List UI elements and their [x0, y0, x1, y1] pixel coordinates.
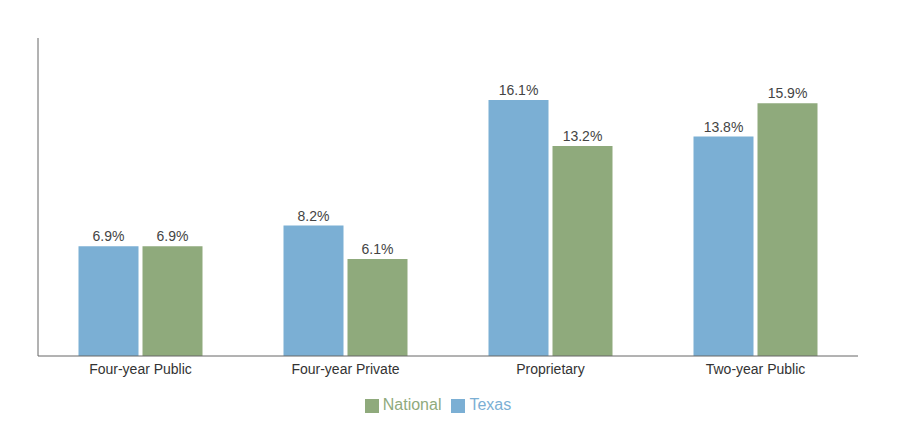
- svg-text:16.1%: 16.1%: [499, 82, 539, 98]
- svg-text:Proprietary: Proprietary: [516, 361, 584, 377]
- svg-text:Four-year Public: Four-year Public: [89, 361, 192, 377]
- svg-text:6.9%: 6.9%: [93, 228, 125, 244]
- svg-text:8.2%: 8.2%: [298, 208, 330, 224]
- html-text:Texas: Texas: [469, 396, 512, 413]
- svg-text:Four-year Private: Four-year Private: [291, 361, 399, 377]
- html-text:National: National: [382, 396, 442, 413]
- svg-text:13.8%: 13.8%: [704, 119, 744, 135]
- svg-text:15.9%: 15.9%: [768, 85, 808, 101]
- svg-text:6.1%: 6.1%: [362, 241, 394, 257]
- svg-text:Two-year Public: Two-year Public: [706, 361, 806, 377]
- svg-text:13.2%: 13.2%: [563, 128, 603, 144]
- svg-text:6.9%: 6.9%: [157, 228, 189, 244]
